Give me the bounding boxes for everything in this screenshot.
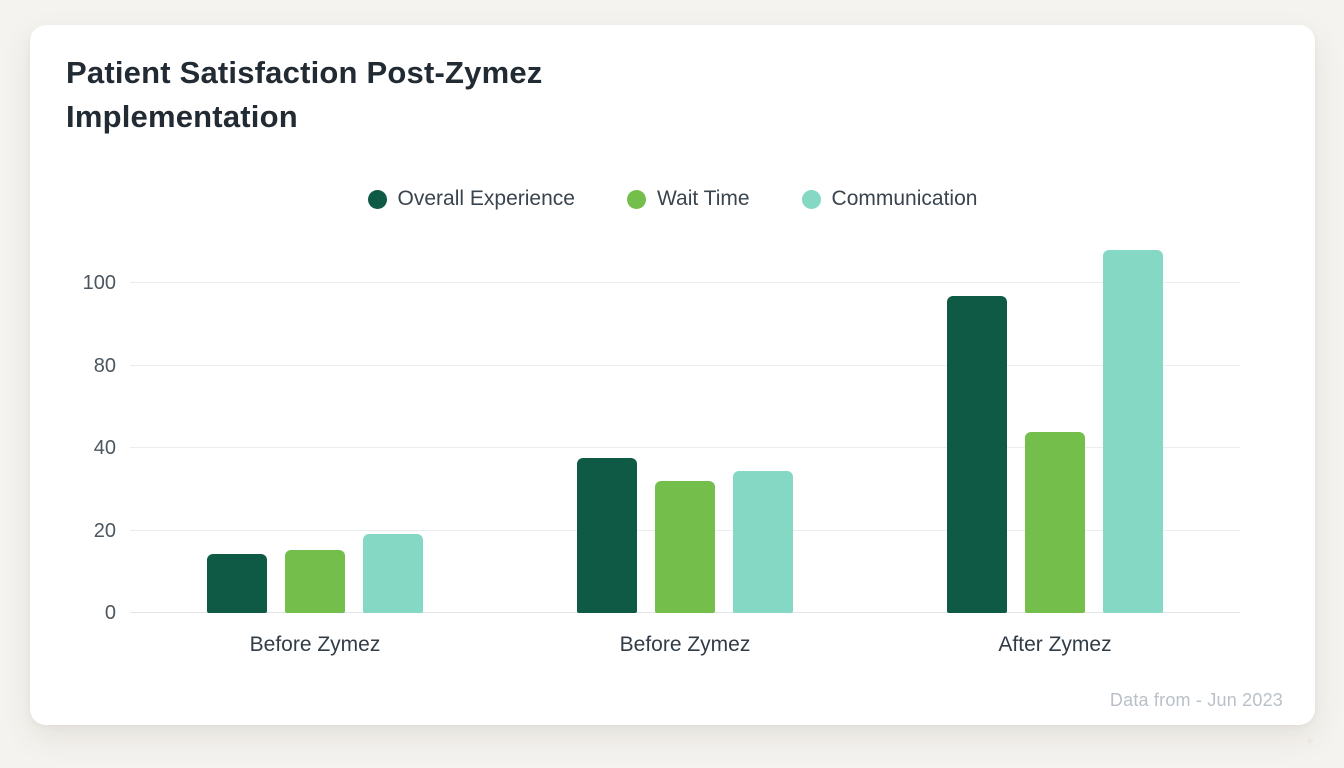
x-axis-category-label: After Zymez [998,633,1112,656]
gridline [130,282,1240,283]
y-axis-tick-label: 40 [93,437,116,459]
legend-label: Overall Experience [397,187,575,210]
chart-title: Patient Satisfaction Post-Zymez Implemen… [66,55,543,135]
bar-group [870,249,1240,613]
x-axis-category-label: Before Zymez [619,633,751,656]
gridline [130,447,1240,448]
bar [207,553,267,613]
legend-item: Communication [801,187,978,211]
data-source-note: Data from - Jun 2023 [1109,690,1283,710]
bar [577,457,637,613]
bar [1025,431,1085,613]
bar [1103,250,1163,613]
bar [285,550,345,613]
bar [947,296,1007,613]
legend-swatch-icon [626,189,646,209]
x-axis-labels: Before Zymez Before Zymez After Zymez [130,633,1240,657]
y-axis-tick-label: 20 [93,519,116,542]
legend-label: Wait Time [656,187,750,210]
y-axis-tick-label: 80 [93,354,116,377]
legend: Overall Experience Wait Time Communication [30,187,1315,211]
legend-item: Overall Experience [367,187,575,211]
bar [655,481,715,613]
legend-label: Communication [831,187,978,210]
chart-card: Patient Satisfaction Post-Zymez Implemen… [30,25,1315,725]
gridline [130,364,1240,366]
bar [733,471,793,613]
chart-area: 0 20 40 80 100 Before Zymez Before Zymez After… [83,249,1240,657]
legend-swatch-icon [367,189,387,209]
bar-group [130,249,500,613]
bar-groups [130,249,1240,613]
bar [363,533,423,613]
plot-area: 0 20 40 80 100 [83,249,1240,624]
x-axis-category-label: Before Zymez [249,633,381,656]
bar-group [500,249,870,613]
y-axis-tick-label: 100 [82,272,116,294]
legend-swatch-icon [801,189,821,209]
sparkle-icon: ✦ [1303,733,1316,750]
y-axis-tick-label: 0 [104,602,116,624]
legend-item: Wait Time [626,187,750,211]
